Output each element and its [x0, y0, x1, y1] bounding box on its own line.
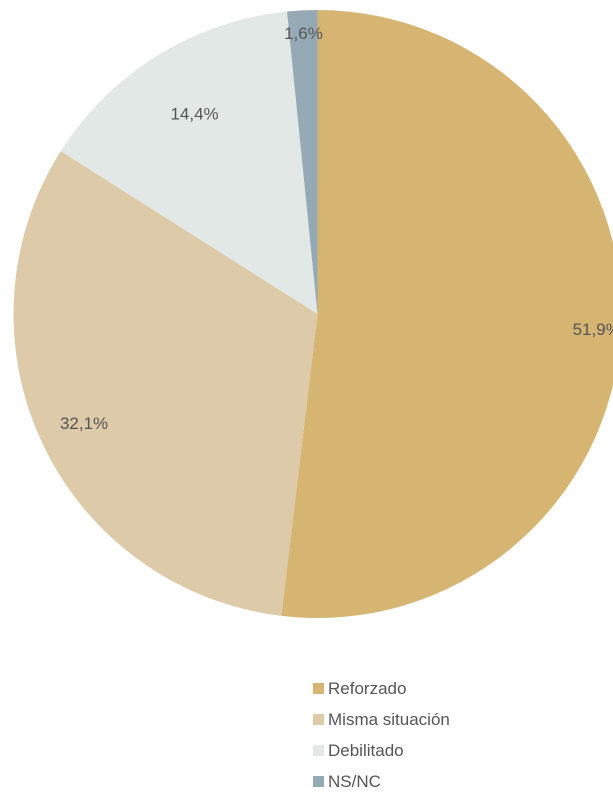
legend-item-misma-situacion: Misma situación — [313, 704, 603, 735]
legend-swatch-ns-nc — [313, 776, 324, 787]
legend-item-debilitado: Debilitado — [313, 735, 603, 766]
legend-label-debilitado: Debilitado — [328, 740, 404, 760]
legend: Reforzado Misma situación Debilitado NS/… — [313, 673, 603, 797]
pie-slice-reforzado — [281, 10, 613, 618]
pie-slice-debilitado — [60, 11, 318, 315]
legend-item-reforzado: Reforzado — [313, 673, 603, 704]
legend-swatch-reforzado — [313, 683, 324, 694]
data-label-debilitado: 14,4% — [170, 104, 218, 123]
pie-slice-misma-situacion — [13, 151, 318, 616]
data-label-reforzado: 51,9% — [573, 320, 613, 339]
pie-chart: 51,9% 32,1% 14,4% 1,6% — [13, 9, 613, 618]
legend-swatch-misma-situacion — [313, 714, 324, 725]
data-label-ns-nc: 1,6% — [284, 24, 323, 43]
pie-slice-ns-nc — [286, 9, 318, 314]
legend-swatch-debilitado — [313, 745, 324, 756]
data-label-misma-situacion: 32,1% — [60, 414, 108, 433]
legend-label-reforzado: Reforzado — [328, 678, 407, 698]
legend-item-ns-nc: NS/NC — [313, 766, 603, 797]
legend-label-misma-situacion: Misma situación — [328, 709, 450, 729]
legend-label-ns-nc: NS/NC — [328, 771, 381, 791]
